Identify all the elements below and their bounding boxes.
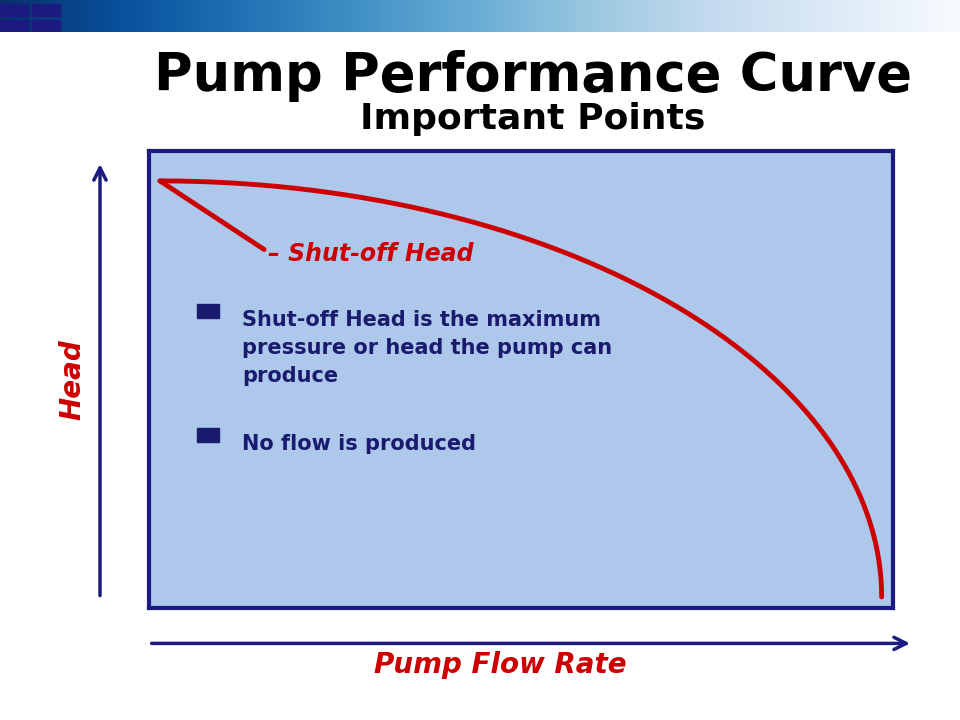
Bar [0, 4, 28, 17]
Text: Head: Head [58, 339, 86, 420]
Bar [32, 4, 60, 17]
Text: – Shut-off Head: – Shut-off Head [268, 242, 473, 266]
Bar [197, 305, 220, 318]
Bar [197, 428, 220, 441]
Text: Shut-off Head is the maximum
pressure or head the pump can
produce: Shut-off Head is the maximum pressure or… [242, 310, 612, 387]
Text: Pump Flow Rate: Pump Flow Rate [374, 652, 627, 680]
Text: No flow is produced: No flow is produced [242, 433, 476, 454]
Bar [0, 20, 28, 32]
Text: Pump Performance Curve: Pump Performance Curve [154, 50, 912, 102]
Bar [32, 20, 60, 32]
Text: Important Points: Important Points [360, 102, 706, 136]
